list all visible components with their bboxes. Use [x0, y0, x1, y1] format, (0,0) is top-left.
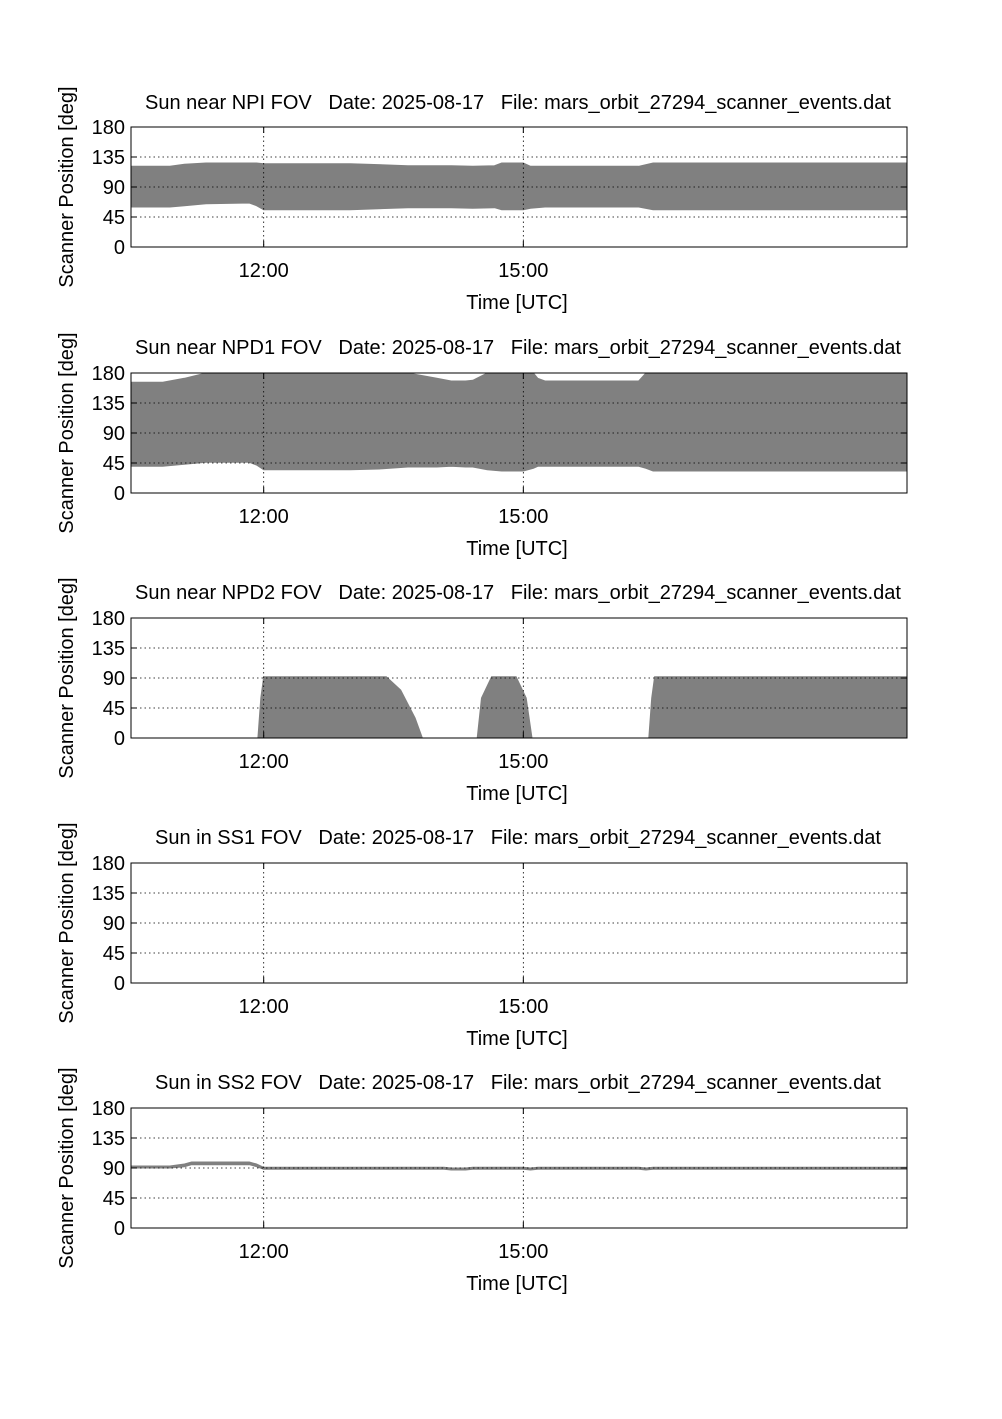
series-layer — [130, 162, 908, 211]
y-axis-label: Scanner Position [deg] — [56, 86, 78, 287]
chart-panel-npi: Sun near NPI FOV Date: 2025-08-17 File: … — [56, 86, 908, 314]
x-tick-label: 12:00 — [239, 260, 289, 282]
y-tick-label: 45 — [103, 1188, 125, 1210]
chart-title: Sun near NPD2 FOV Date: 2025-08-17 File:… — [135, 582, 901, 604]
y-tick-label: 90 — [103, 913, 125, 935]
y-axis-label: Scanner Position [deg] — [56, 822, 78, 1023]
y-axis-label: Scanner Position [deg] — [56, 1067, 78, 1268]
x-tick-label: 12:00 — [239, 1241, 289, 1263]
grid-layer — [131, 618, 907, 738]
x-axis-label: Time [UTC] — [466, 783, 567, 805]
scan-band-area-0 — [130, 162, 908, 211]
x-tick-label: 15:00 — [498, 751, 548, 773]
x-tick-label: 15:00 — [498, 506, 548, 528]
y-tick-label: 135 — [92, 147, 125, 169]
y-tick-label: 45 — [103, 698, 125, 720]
y-tick-label: 180 — [92, 853, 125, 875]
y-tick-label: 180 — [92, 117, 125, 139]
x-axis-label: Time [UTC] — [466, 1273, 567, 1295]
axis-layer: 0 45 90 135 180 12:00 15:00 — [92, 363, 908, 528]
chart-title: Sun in SS1 FOV Date: 2025-08-17 File: ma… — [155, 827, 881, 849]
y-tick-label: 0 — [114, 1218, 125, 1240]
x-tick-label: 15:00 — [498, 1241, 548, 1263]
axis-layer: 0 45 90 135 180 12:00 15:00 — [92, 117, 908, 282]
y-tick-label: 0 — [114, 237, 125, 259]
y-tick-label: 135 — [92, 393, 125, 415]
chart-panel-ss1: Sun in SS1 FOV Date: 2025-08-17 File: ma… — [56, 822, 908, 1050]
axis-layer: 0 45 90 135 180 12:00 15:00 — [92, 1098, 908, 1263]
y-tick-label: 180 — [92, 1098, 125, 1120]
y-tick-label: 90 — [103, 1158, 125, 1180]
y-tick-label: 45 — [103, 453, 125, 475]
x-axis-label: Time [UTC] — [466, 292, 567, 314]
x-tick-label: 12:00 — [239, 506, 289, 528]
grid-layer — [131, 863, 907, 983]
x-tick-label: 12:00 — [239, 996, 289, 1018]
grid-layer — [131, 1108, 907, 1228]
y-tick-label: 0 — [114, 728, 125, 750]
series-layer — [130, 372, 908, 472]
y-tick-label: 0 — [114, 483, 125, 505]
y-tick-label: 135 — [92, 1128, 125, 1150]
chart-title: Sun in SS2 FOV Date: 2025-08-17 File: ma… — [155, 1072, 881, 1094]
x-tick-label: 12:00 — [239, 751, 289, 773]
y-tick-label: 0 — [114, 973, 125, 995]
y-tick-label: 90 — [103, 177, 125, 199]
axis-layer: 0 45 90 135 180 12:00 15:00 — [92, 853, 908, 1018]
grid-layer — [131, 373, 907, 493]
y-tick-label: 135 — [92, 638, 125, 660]
x-tick-label: 15:00 — [498, 260, 548, 282]
y-tick-label: 90 — [103, 423, 125, 445]
chart-panel-npd1: Sun near NPD1 FOV Date: 2025-08-17 File:… — [56, 332, 908, 560]
y-tick-label: 90 — [103, 668, 125, 690]
x-axis-label: Time [UTC] — [466, 1028, 567, 1050]
y-tick-label: 45 — [103, 207, 125, 229]
x-tick-label: 15:00 — [498, 996, 548, 1018]
y-axis-label: Scanner Position [deg] — [56, 332, 78, 533]
chart-title: Sun near NPI FOV Date: 2025-08-17 File: … — [145, 92, 891, 114]
x-axis-label: Time [UTC] — [466, 538, 567, 560]
y-tick-label: 180 — [92, 363, 125, 385]
y-tick-label: 135 — [92, 883, 125, 905]
axis-layer: 0 45 90 135 180 12:00 15:00 — [92, 608, 908, 773]
scan-band-area-0 — [130, 372, 908, 472]
grid-layer — [131, 127, 907, 247]
chart-panel-npd2: Sun near NPD2 FOV Date: 2025-08-17 File:… — [56, 577, 908, 805]
y-tick-label: 45 — [103, 943, 125, 965]
chart-panel-ss2: Sun in SS2 FOV Date: 2025-08-17 File: ma… — [56, 1067, 908, 1295]
chart-title: Sun near NPD1 FOV Date: 2025-08-17 File:… — [135, 337, 901, 359]
y-tick-label: 180 — [92, 608, 125, 630]
y-axis-label: Scanner Position [deg] — [56, 577, 78, 778]
